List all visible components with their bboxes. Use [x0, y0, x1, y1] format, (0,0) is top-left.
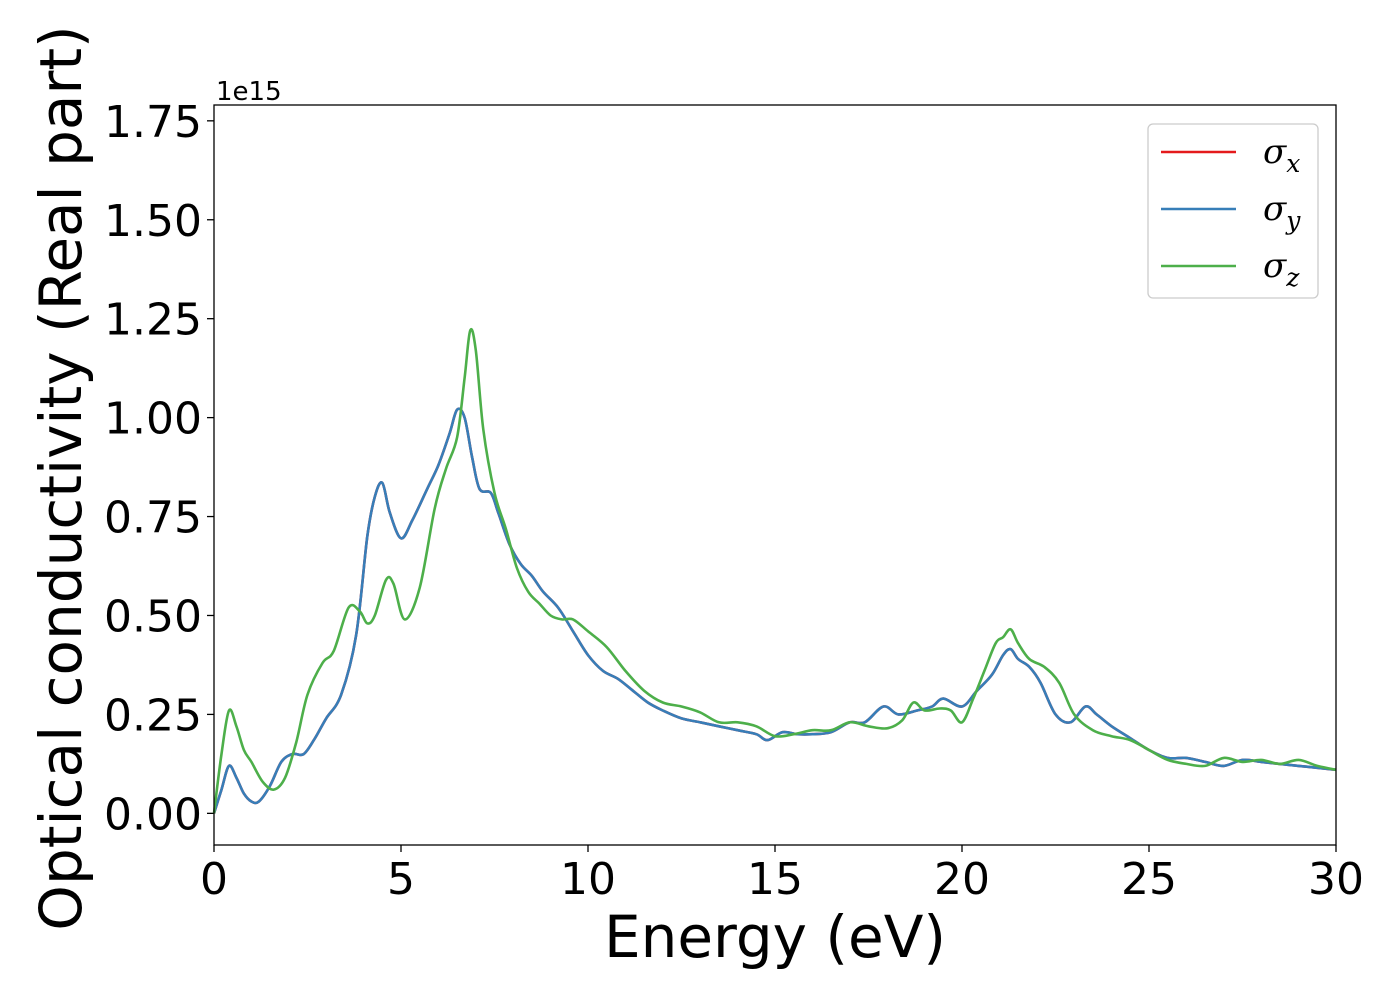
- legend-label-z: σz: [1263, 246, 1300, 292]
- y-tick-label: 0.50: [104, 591, 202, 642]
- x-axis-ticks: 0 5 10 15 20 25 30: [200, 845, 1364, 905]
- legend-label-symbol: σ: [1263, 246, 1287, 286]
- x-axis-title: Energy (eV): [604, 903, 946, 971]
- legend-label-subscript: z: [1285, 263, 1300, 292]
- plot-frame: [213, 104, 1337, 846]
- x-tick-label: 10: [560, 854, 616, 905]
- legend-label-x: σx: [1263, 132, 1300, 178]
- x-tick-label: 5: [387, 854, 415, 905]
- y-tick-label: 1.50: [104, 196, 202, 247]
- legend-box: [1147, 123, 1319, 299]
- legend-label-subscript: x: [1286, 149, 1300, 178]
- x-tick-label: 25: [1121, 854, 1177, 905]
- y-tick-label: 1.25: [104, 295, 202, 346]
- y-tick-label: 0.25: [104, 690, 202, 741]
- y-tick-label: 0.00: [104, 789, 202, 840]
- series-lines: [212, 328, 1337, 814]
- x-tick-label: 15: [747, 854, 803, 905]
- legend-label-symbol: σ: [1263, 132, 1287, 172]
- legend-label-y: σy: [1263, 189, 1301, 235]
- x-tick-label: 30: [1308, 854, 1364, 905]
- legend-label-subscript: y: [1285, 206, 1301, 235]
- y-tick-label: 0.75: [104, 493, 202, 544]
- legend-label-symbol: σ: [1263, 189, 1287, 229]
- y-axis-title: Optical conductivity (Real part): [27, 25, 95, 930]
- series-line-y: [212, 407, 1337, 814]
- x-tick-label: 0: [200, 854, 228, 905]
- series-line-x: [212, 407, 1337, 814]
- x-tick-label: 20: [934, 854, 990, 905]
- y-tick-label: 1.00: [104, 394, 202, 445]
- series-line-z: [212, 328, 1337, 814]
- y-tick-label: 1.75: [104, 97, 202, 148]
- y-axis-offset-label: 1e15: [216, 77, 282, 107]
- y-axis-ticks: 0.00 0.25 0.50 0.75 1.00 1.25 1.50 1.75: [104, 97, 214, 840]
